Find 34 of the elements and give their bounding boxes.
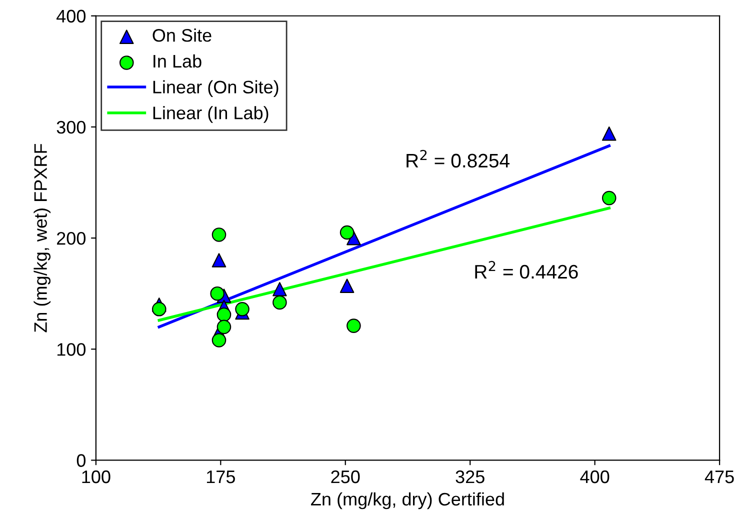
y-tick-label: 0 xyxy=(76,454,86,467)
point xyxy=(212,228,226,242)
y-tick-label: 300 xyxy=(56,120,86,134)
point xyxy=(152,302,166,316)
x-tick-label: 175 xyxy=(206,470,235,484)
point xyxy=(212,333,226,348)
point xyxy=(340,225,354,240)
x-tick-label: 400 xyxy=(580,470,610,484)
point xyxy=(216,308,232,322)
legend-label: On Site xyxy=(152,28,212,42)
point xyxy=(235,302,250,316)
annotation: R$^{2}$ = 0.8254 xyxy=(406,150,510,168)
y-tick-label: 100 xyxy=(57,343,86,356)
legend-label: Linear (On Site) xyxy=(153,80,278,98)
point xyxy=(602,126,616,141)
x-tick-label: 325 xyxy=(456,470,484,484)
point xyxy=(212,253,226,268)
y-tick-label: 400 xyxy=(56,10,86,23)
x-tick-label: 100 xyxy=(82,470,110,484)
annotation: R$^{2}$ = 0.4426 xyxy=(475,260,578,279)
legend-label: Linear (In Lab) xyxy=(153,106,268,123)
point xyxy=(216,320,232,334)
x-axis-title: Zn (mg/kg, dry) Certified xyxy=(311,492,504,510)
point xyxy=(272,282,287,296)
point xyxy=(272,295,287,310)
point xyxy=(210,286,224,301)
legend-label: In Lab xyxy=(154,54,202,68)
point xyxy=(340,278,354,293)
point xyxy=(346,318,361,333)
x-tick-label: 250 xyxy=(331,470,360,484)
x-tick-label: 475 xyxy=(704,470,734,484)
point xyxy=(602,190,616,206)
y-axis-title: Zn (mg/kg, wet) FPXRF xyxy=(34,144,51,332)
y-tick-label: 200 xyxy=(57,232,86,245)
